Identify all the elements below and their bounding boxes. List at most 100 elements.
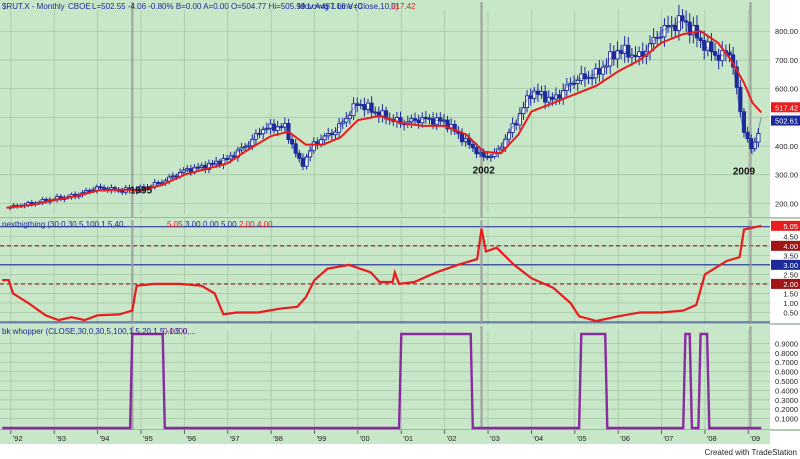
whopper-y-tick-label-4: 0.5000	[775, 377, 798, 386]
candle-body-138	[506, 132, 512, 140]
nextbigthing-y-tick-label-4: 2.50	[783, 270, 798, 279]
candle-body-62	[232, 155, 237, 158]
x-tick-label-8: '00	[360, 434, 370, 443]
nextbigthing-y-tick-label-0: 0.50	[783, 308, 798, 317]
whopper-y-axis: 0.10000.20000.30000.40000.50000.60000.70…	[775, 339, 798, 423]
price-annotation-0: 1995	[130, 185, 153, 196]
candle-body-119	[438, 117, 443, 122]
nextbigthing-flag-box-3	[771, 278, 800, 289]
candle-body-171	[626, 44, 631, 58]
price-marker-lines	[131, 2, 752, 218]
price-panel: 200.00300.00400.00500.00600.00700.00800.…	[0, 0, 800, 219]
candle-body-74	[275, 126, 280, 131]
candle-body-165	[604, 65, 609, 68]
candle-body-68	[253, 133, 258, 140]
nextbigthing-legend: 5.05 3.00 0.00 5.00 2.00 4.00	[167, 220, 273, 229]
price-y-tick-label-6: 800.00	[775, 27, 798, 36]
candle-body-149	[546, 96, 551, 103]
price-y-tick-label-5: 700.00	[775, 56, 798, 65]
x-tick-label-0: '92	[13, 434, 23, 443]
candle-body-92	[340, 121, 345, 125]
nextbigthing-flag-box-0	[771, 220, 800, 231]
candle-body-64	[239, 147, 244, 151]
nextbigthing-flag-label-1: 4.00	[783, 242, 798, 251]
price-y-tick-label-0: 200.00	[775, 199, 798, 208]
x-tick-label-10: '02	[447, 434, 457, 443]
whopper-y-tick-label-1: 0.2000	[775, 405, 798, 414]
nextbigthing-legend-value-4: 2.00	[239, 220, 255, 229]
price-flag-label-0: 517.42	[775, 103, 798, 112]
candle-body-112	[412, 118, 418, 121]
candle-body-128	[470, 144, 475, 149]
price-y-tick-label-2: 400.00	[775, 142, 798, 151]
whopper-panel-background	[0, 324, 770, 430]
whopper-y-tick-label-7: 0.8000	[775, 349, 798, 358]
whopper-y-tick-label-0: 0.1000	[775, 415, 798, 424]
whopper-y-tick-label-8: 0.9000	[775, 339, 798, 348]
nextbigthing-title: nextbigthing (30,0,30,5,100,1.5,40,...	[2, 220, 132, 229]
nextbigthing-legend-value-0: 5.05	[167, 220, 183, 229]
nextbigthing-panel-background	[0, 218, 770, 324]
nextbigthing-y-axis: 0.501.001.502.002.503.003.504.004.505.00	[783, 223, 798, 318]
candle-body-84	[311, 141, 316, 152]
candle-body-180	[658, 36, 663, 39]
x-tick-label-16: '08	[707, 434, 717, 443]
candle-body-48	[181, 169, 186, 173]
candle-body-207	[756, 133, 761, 143]
candle-body-90	[333, 131, 338, 136]
nextbigthing-y-tick-label-2: 1.50	[783, 289, 798, 298]
candle-body-55	[206, 162, 211, 170]
price-y-tick-label-4: 600.00	[775, 85, 798, 94]
candle-body-66	[246, 145, 251, 148]
candle-body-197	[720, 50, 725, 61]
x-tick-label-1: '93	[56, 434, 66, 443]
candle-body-94	[347, 115, 352, 119]
candle-body-87	[322, 135, 327, 141]
x-tick-label-15: '07	[664, 434, 674, 443]
candle-body-133	[488, 156, 493, 158]
x-tick-label-5: '97	[230, 434, 240, 443]
candle-body-156	[572, 82, 577, 85]
candle-body-185	[676, 15, 681, 31]
whopper-legend: 0.0000	[163, 327, 188, 336]
nextbigthing-legend-value-3: 5.00	[221, 220, 237, 229]
candle-body-154	[564, 84, 569, 91]
candle-body-123	[452, 123, 457, 132]
candle-body-157	[575, 79, 580, 84]
candle-body-172	[629, 54, 634, 58]
candle-body-82	[304, 156, 309, 167]
whopper-y-tick-label-3: 0.4000	[775, 386, 798, 395]
candle-body-145	[532, 90, 537, 99]
whopper-legend-value-0: 0.0000	[163, 327, 188, 336]
candle-body-100	[369, 102, 374, 113]
candle-body-203	[741, 111, 747, 133]
x-tick-label-13: '05	[577, 434, 587, 443]
candle-body-201	[734, 66, 739, 88]
candle-body-93	[344, 117, 349, 123]
x-tick-label-3: '95	[143, 434, 153, 443]
candle-body-147	[539, 91, 544, 95]
nextbigthing-flag-label-3: 2.00	[783, 280, 798, 289]
price-annotation-1: 2002	[473, 165, 496, 176]
candle-body-141	[517, 113, 522, 126]
nextbigthing-flag-box-2	[771, 259, 800, 270]
x-tick-label-9: '01	[403, 434, 413, 443]
candle-body-164	[600, 66, 606, 75]
nextbigthing-y-tick-label-8: 4.50	[783, 232, 798, 241]
credit-label: Created with TradeStation	[705, 448, 798, 457]
candle-body-191	[698, 37, 703, 42]
nextbigthing-panel: 0.501.001.502.002.503.003.504.004.505.00…	[0, 218, 800, 325]
time-axis: '92 '93 '94 '95 '96 '97 '98 '99 '00 '01 '02 '03 '04 '…	[0, 430, 770, 444]
candle-body-178	[651, 37, 656, 45]
price-flag-label-1: 502.61	[775, 117, 798, 126]
whopper-y-tick-label-6: 0.7000	[775, 358, 798, 367]
price-annotation-2: 2009	[733, 167, 756, 178]
candle-body-70	[261, 129, 266, 135]
nextbigthing-flag-label-2: 3.00	[783, 261, 798, 270]
candle-body-143	[525, 95, 530, 108]
price-stats-label: L=502.55 -4.06 -0.80% B=0.00 A=0.00 O=50…	[92, 2, 363, 11]
nextbigthing-legend-value-5: 4.00	[257, 220, 273, 229]
nextbigthing-flags: 5.05 4.00 3.00 2.00	[771, 220, 800, 289]
price-flag-box-1	[771, 115, 800, 126]
